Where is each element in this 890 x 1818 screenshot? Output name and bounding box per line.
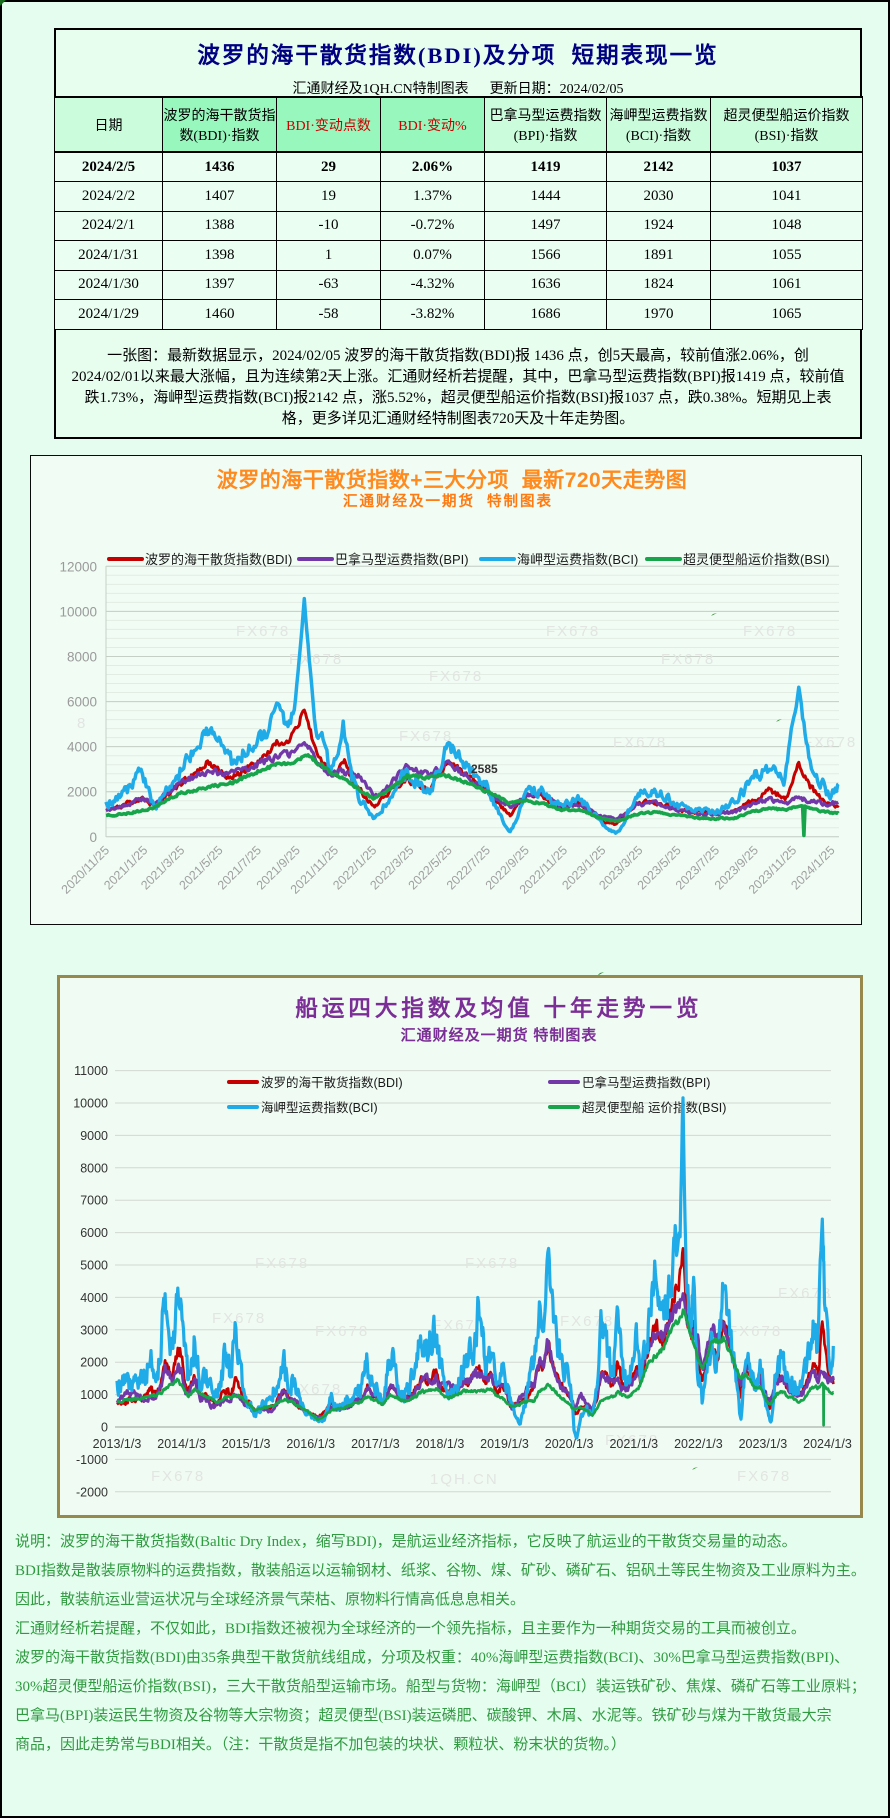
- svg-text:海岬型运费指数(BCI): 海岬型运费指数(BCI): [517, 552, 638, 567]
- svg-text:8000: 8000: [80, 1161, 108, 1175]
- svg-text:2020/11/25: 2020/11/25: [59, 843, 113, 897]
- svg-text:2000: 2000: [67, 785, 97, 800]
- svg-text:FX678: FX678: [429, 668, 483, 685]
- svg-text:2023/1/3: 2023/1/3: [739, 1437, 788, 1451]
- svg-text:FX678: FX678: [151, 1468, 205, 1485]
- svg-text:FX678: FX678: [661, 651, 715, 668]
- svg-text:超灵便型船运价指数(BSI): 超灵便型船运价指数(BSI): [683, 552, 830, 567]
- svg-text:2015/1/3: 2015/1/3: [222, 1437, 271, 1451]
- svg-text:FX678: FX678: [399, 728, 453, 745]
- svg-text:0: 0: [101, 1421, 108, 1435]
- svg-text:11000: 11000: [74, 1064, 108, 1078]
- svg-text:汇通财经及一期货 特制图表: 汇通财经及一期货 特制图表: [343, 492, 553, 510]
- svg-text:FX678: FX678: [236, 623, 290, 640]
- svg-text:10000: 10000: [59, 604, 97, 619]
- svg-text:FX678: FX678: [743, 623, 797, 640]
- svg-text:5000: 5000: [80, 1259, 108, 1273]
- svg-text:0: 0: [89, 830, 97, 845]
- svg-text:汇通财经及一期货 特制图表: 汇通财经及一期货 特制图表: [401, 1026, 598, 1044]
- svg-text:FX678: FX678: [465, 1255, 519, 1272]
- svg-text:2014/1/3: 2014/1/3: [157, 1437, 206, 1451]
- svg-text:2016/1/3: 2016/1/3: [286, 1437, 335, 1451]
- svg-text:8000: 8000: [67, 650, 97, 665]
- svg-text:-1000: -1000: [76, 1453, 108, 1467]
- svg-text:FX678: FX678: [803, 734, 857, 751]
- svg-text:2585: 2585: [471, 762, 498, 776]
- svg-text:2018/1/3: 2018/1/3: [416, 1437, 465, 1451]
- svg-text:FX678: FX678: [288, 1381, 342, 1398]
- svg-text:2013/1/3: 2013/1/3: [93, 1437, 142, 1451]
- svg-text:3000: 3000: [80, 1323, 108, 1337]
- svg-text:波罗的海干散货指数(BDI): 波罗的海干散货指数(BDI): [145, 552, 292, 567]
- svg-text:巴拿马型运费指数(BPI): 巴拿马型运费指数(BPI): [335, 552, 469, 567]
- svg-text:1QH.CN: 1QH.CN: [430, 1471, 499, 1488]
- svg-text:2020/1/3: 2020/1/3: [545, 1437, 594, 1451]
- svg-text:FX678: FX678: [289, 651, 343, 668]
- svg-text:FX678: FX678: [737, 1468, 791, 1485]
- svg-text:巴拿马型运费指数(BPI): 巴拿马型运费指数(BPI): [582, 1075, 710, 1090]
- svg-text:8: 8: [77, 715, 87, 732]
- svg-text:海岬型运费指数(BCI): 海岬型运费指数(BCI): [261, 1100, 378, 1115]
- svg-text:FX678: FX678: [315, 1323, 369, 1340]
- svg-text:2019/1/3: 2019/1/3: [480, 1437, 529, 1451]
- svg-text:船运四大指数及均值 十年走势一览: 船运四大指数及均值 十年走势一览: [295, 995, 702, 1021]
- svg-text:波罗的海干散货指数+三大分项 最新720天走势图: 波罗的海干散货指数+三大分项 最新720天走势图: [217, 468, 687, 492]
- svg-text:2021/1/3: 2021/1/3: [609, 1437, 658, 1451]
- svg-text:FX678: FX678: [255, 1255, 309, 1272]
- svg-text:FX678: FX678: [605, 1432, 659, 1449]
- svg-text:FX678: FX678: [778, 1285, 832, 1302]
- svg-text:9000: 9000: [80, 1129, 108, 1143]
- svg-text:波罗的海干散货指数(BDI): 波罗的海干散货指数(BDI): [261, 1075, 403, 1090]
- svg-text:2000: 2000: [80, 1356, 108, 1370]
- svg-text:FX678: FX678: [613, 734, 667, 751]
- svg-text:7000: 7000: [80, 1194, 108, 1208]
- svg-text:2022/1/3: 2022/1/3: [674, 1437, 723, 1451]
- svg-text:10000: 10000: [73, 1097, 108, 1111]
- svg-text:超灵便型船 运价指数(BSI): 超灵便型船 运价指数(BSI): [582, 1100, 726, 1115]
- svg-text:FX678: FX678: [546, 623, 600, 640]
- svg-text:6000: 6000: [67, 695, 97, 710]
- svg-text:4000: 4000: [67, 740, 97, 755]
- svg-text:12000: 12000: [59, 559, 97, 574]
- svg-text:FX678: FX678: [728, 1323, 782, 1340]
- svg-text:-2000: -2000: [76, 1485, 108, 1499]
- svg-text:4000: 4000: [80, 1291, 108, 1305]
- svg-text:2017/1/3: 2017/1/3: [351, 1437, 400, 1451]
- svg-text:6000: 6000: [80, 1226, 108, 1240]
- svg-text:2024/1/3: 2024/1/3: [803, 1437, 852, 1451]
- svg-text:FX678: FX678: [212, 1310, 266, 1327]
- svg-text:1000: 1000: [80, 1388, 108, 1402]
- svg-text:FX670: FX670: [432, 1317, 486, 1334]
